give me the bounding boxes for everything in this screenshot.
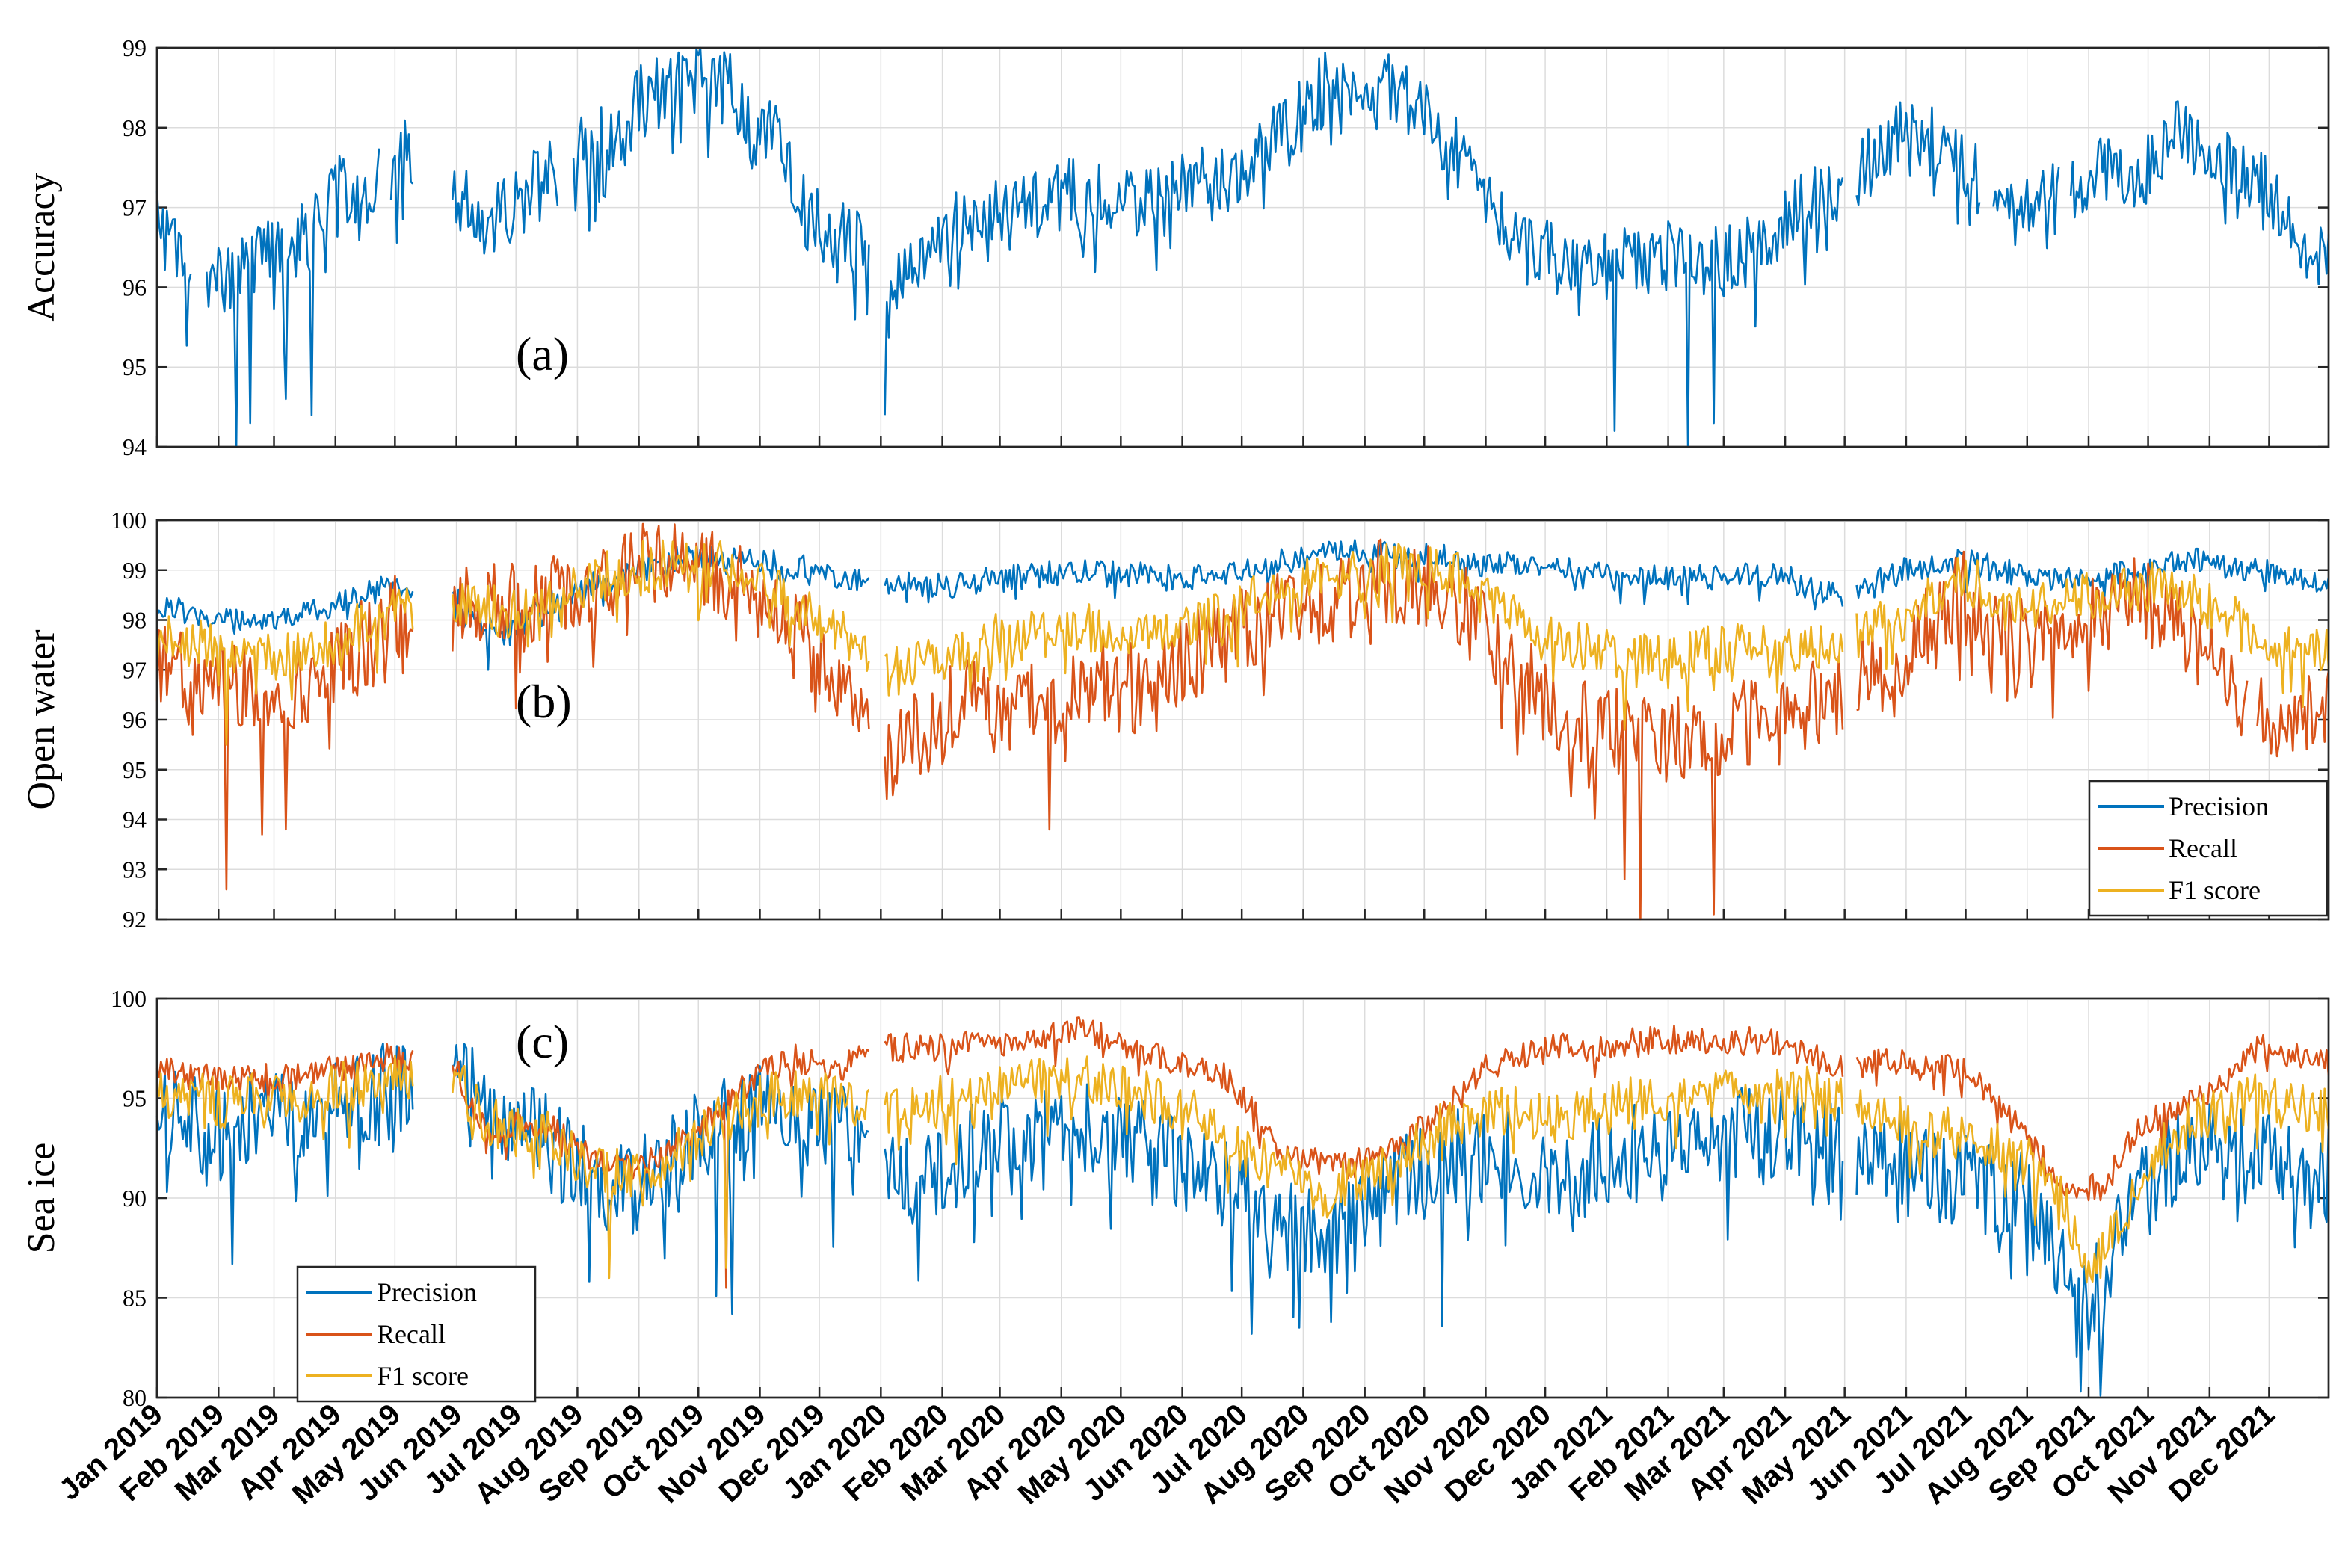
y-tick-label: 95	[123, 756, 147, 783]
y-tick-label: 99	[123, 557, 147, 584]
panel-label: (b)	[516, 675, 572, 728]
y-tick-label: 95	[123, 1085, 147, 1112]
plot-area	[155, 46, 2330, 448]
y-tick-label: 96	[123, 706, 147, 733]
panel-label: (a)	[516, 327, 569, 380]
panel-1: 94 95 96 97 98 99 Accuracy (a)	[20, 34, 2330, 460]
plot-border	[155, 997, 2330, 1399]
panel-label: (c)	[516, 1015, 569, 1068]
legend: Precision Recall F1 score	[2088, 780, 2329, 917]
legend: Precision Recall F1 score	[296, 1265, 537, 1403]
y-tick-label: 98	[123, 607, 147, 634]
panel-3: 80 85 90 95 100 Sea ice (c) Precision Recall F1 s…	[20, 985, 2330, 1411]
plot-border	[155, 519, 2330, 921]
y-tick-label: 99	[123, 34, 147, 61]
y-tick-label: 98	[123, 114, 147, 141]
legend-label: Recall	[2169, 833, 2237, 863]
y-tick-label: 97	[123, 194, 147, 221]
y-axis-label: Open water	[20, 629, 63, 809]
legend-label: Precision	[2169, 791, 2269, 821]
y-axis-label: Accuracy	[20, 173, 63, 321]
y-tick-label: 94	[123, 433, 147, 460]
y-tick-label: 80	[123, 1384, 147, 1411]
series-line-f1-score	[155, 539, 2330, 746]
panel-2: 92 93 94 95 96 97 98 99 100 Open water (b) Precisio…	[20, 507, 2330, 933]
legend-label: Recall	[377, 1319, 446, 1349]
series-line-f1-score	[156, 1055, 2330, 1284]
y-tick-label: 95	[123, 354, 147, 380]
y-tick-label: 90	[123, 1185, 147, 1212]
series-line-recall	[155, 1016, 2330, 1289]
legend-label: F1 score	[2169, 875, 2261, 905]
y-tick-label: 100	[111, 507, 147, 534]
y-tick-label: 96	[123, 274, 147, 300]
y-tick-label: 97	[123, 656, 147, 683]
y-tick-label: 93	[123, 856, 147, 883]
legend-label: F1 score	[377, 1361, 469, 1391]
y-tick-label: 85	[123, 1285, 147, 1312]
y-axis-label: Sea ice	[20, 1143, 63, 1254]
y-tick-label: 92	[123, 906, 147, 933]
y-tick-label: 94	[123, 806, 147, 833]
y-tick-label: 100	[111, 985, 147, 1012]
plot-border	[155, 46, 2330, 448]
series-line-accuracy	[155, 46, 2330, 448]
legend-label: Precision	[377, 1277, 477, 1307]
